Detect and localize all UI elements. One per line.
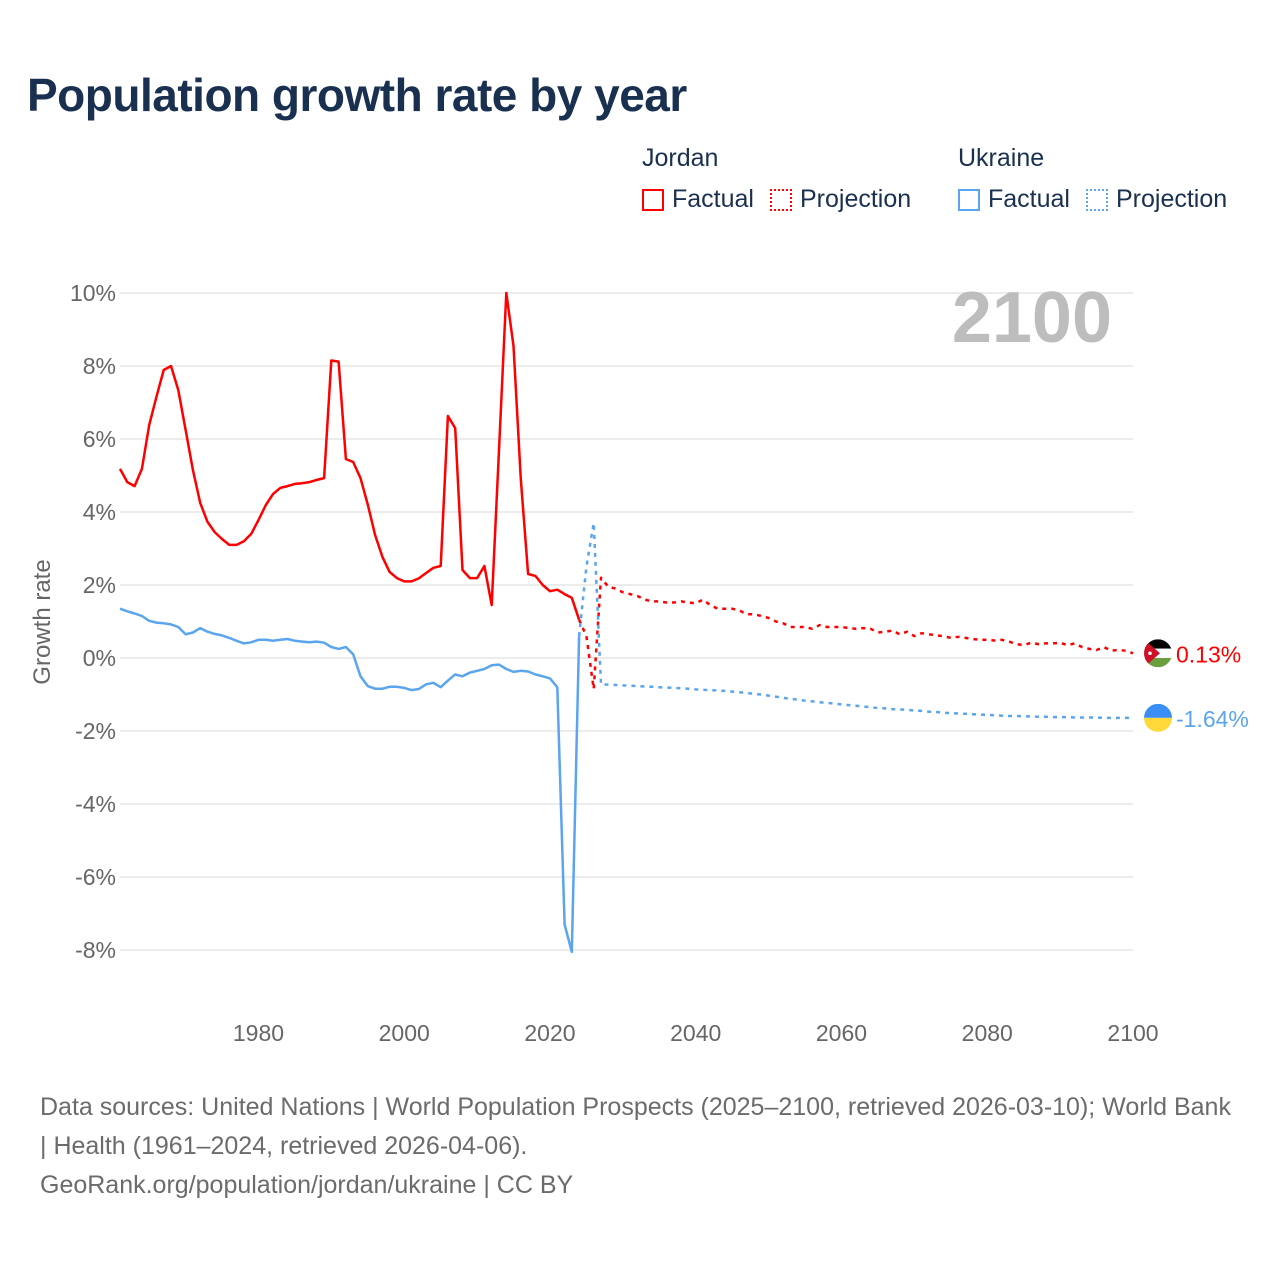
legend-label: Projection [1115, 185, 1228, 213]
x-tick-label: 2020 [524, 1020, 575, 1046]
footer: Data sources: United Nations | World Pop… [40, 1088, 1240, 1205]
credit-link[interactable]: GeoRank.org/population/jordan/ukraine | … [40, 1171, 574, 1199]
solid-swatch-icon [642, 188, 664, 211]
legend-item-jordan-projection[interactable]: Projection [769, 185, 912, 214]
flag-ukraine-icon [1144, 703, 1172, 732]
legend-item-ukraine-projection[interactable]: Projection [1085, 185, 1228, 214]
legend-country-label: Jordan [642, 144, 719, 172]
legend-ukraine: Ukraine Factual Projection [958, 144, 1243, 214]
legend-item-ukraine-factual[interactable]: Factual [958, 185, 1070, 214]
x-tick-label: 2000 [379, 1020, 430, 1046]
x-tick-label: 2040 [670, 1020, 721, 1046]
series-ukraine-factual [119, 607, 581, 954]
chart-title: Population growth rate by year [27, 69, 687, 121]
x-tick-label: 2060 [816, 1020, 867, 1046]
year-display: 2100 [952, 278, 1112, 358]
legend-label: Factual [672, 185, 754, 213]
legend-jordan: Jordan Factual Projection [642, 144, 927, 214]
y-tick-label: -2% [75, 718, 116, 744]
dotted-swatch-icon [1085, 188, 1108, 211]
series-jordan-projection [577, 576, 1134, 691]
legend-label: Projection [799, 185, 912, 213]
x-tick-label: 2080 [962, 1020, 1013, 1046]
legend-country-label: Ukraine [958, 144, 1045, 172]
dotted-swatch-icon [769, 188, 792, 211]
solid-swatch-icon [958, 188, 980, 211]
legend-label: Factual [988, 185, 1070, 213]
y-tick-label: 10% [70, 280, 116, 306]
series-jordan-factual [118, 291, 581, 621]
legend-item-jordan-factual[interactable]: Factual [642, 185, 754, 214]
y-tick-label: 6% [83, 426, 116, 452]
y-tick-label: -4% [75, 791, 116, 817]
y-tick-label: -6% [75, 864, 116, 890]
x-tick-label: 2100 [1107, 1020, 1158, 1046]
y-axis-title: Growth rate [29, 559, 56, 684]
y-tick-label: 4% [83, 499, 116, 525]
y-tick-label: -8% [75, 937, 116, 963]
y-tick-label: 2% [83, 572, 116, 598]
data-sources: Data sources: United Nations | World Pop… [40, 1093, 1231, 1160]
series-ukraine-projection [577, 521, 1133, 720]
end-value-label: -1.64% [1176, 706, 1249, 732]
end-value-label: 0.13% [1176, 641, 1241, 667]
y-tick-label: 8% [83, 353, 116, 379]
flag-jordan-icon [1144, 639, 1172, 668]
y-tick-label: 0% [83, 645, 116, 671]
line-chart: 10% 8% 6% 4% 2% 0% -2% -4% -6% -8% 1980 2000 2020 204… [29, 278, 1249, 1046]
x-tick-label: 1980 [233, 1020, 284, 1046]
